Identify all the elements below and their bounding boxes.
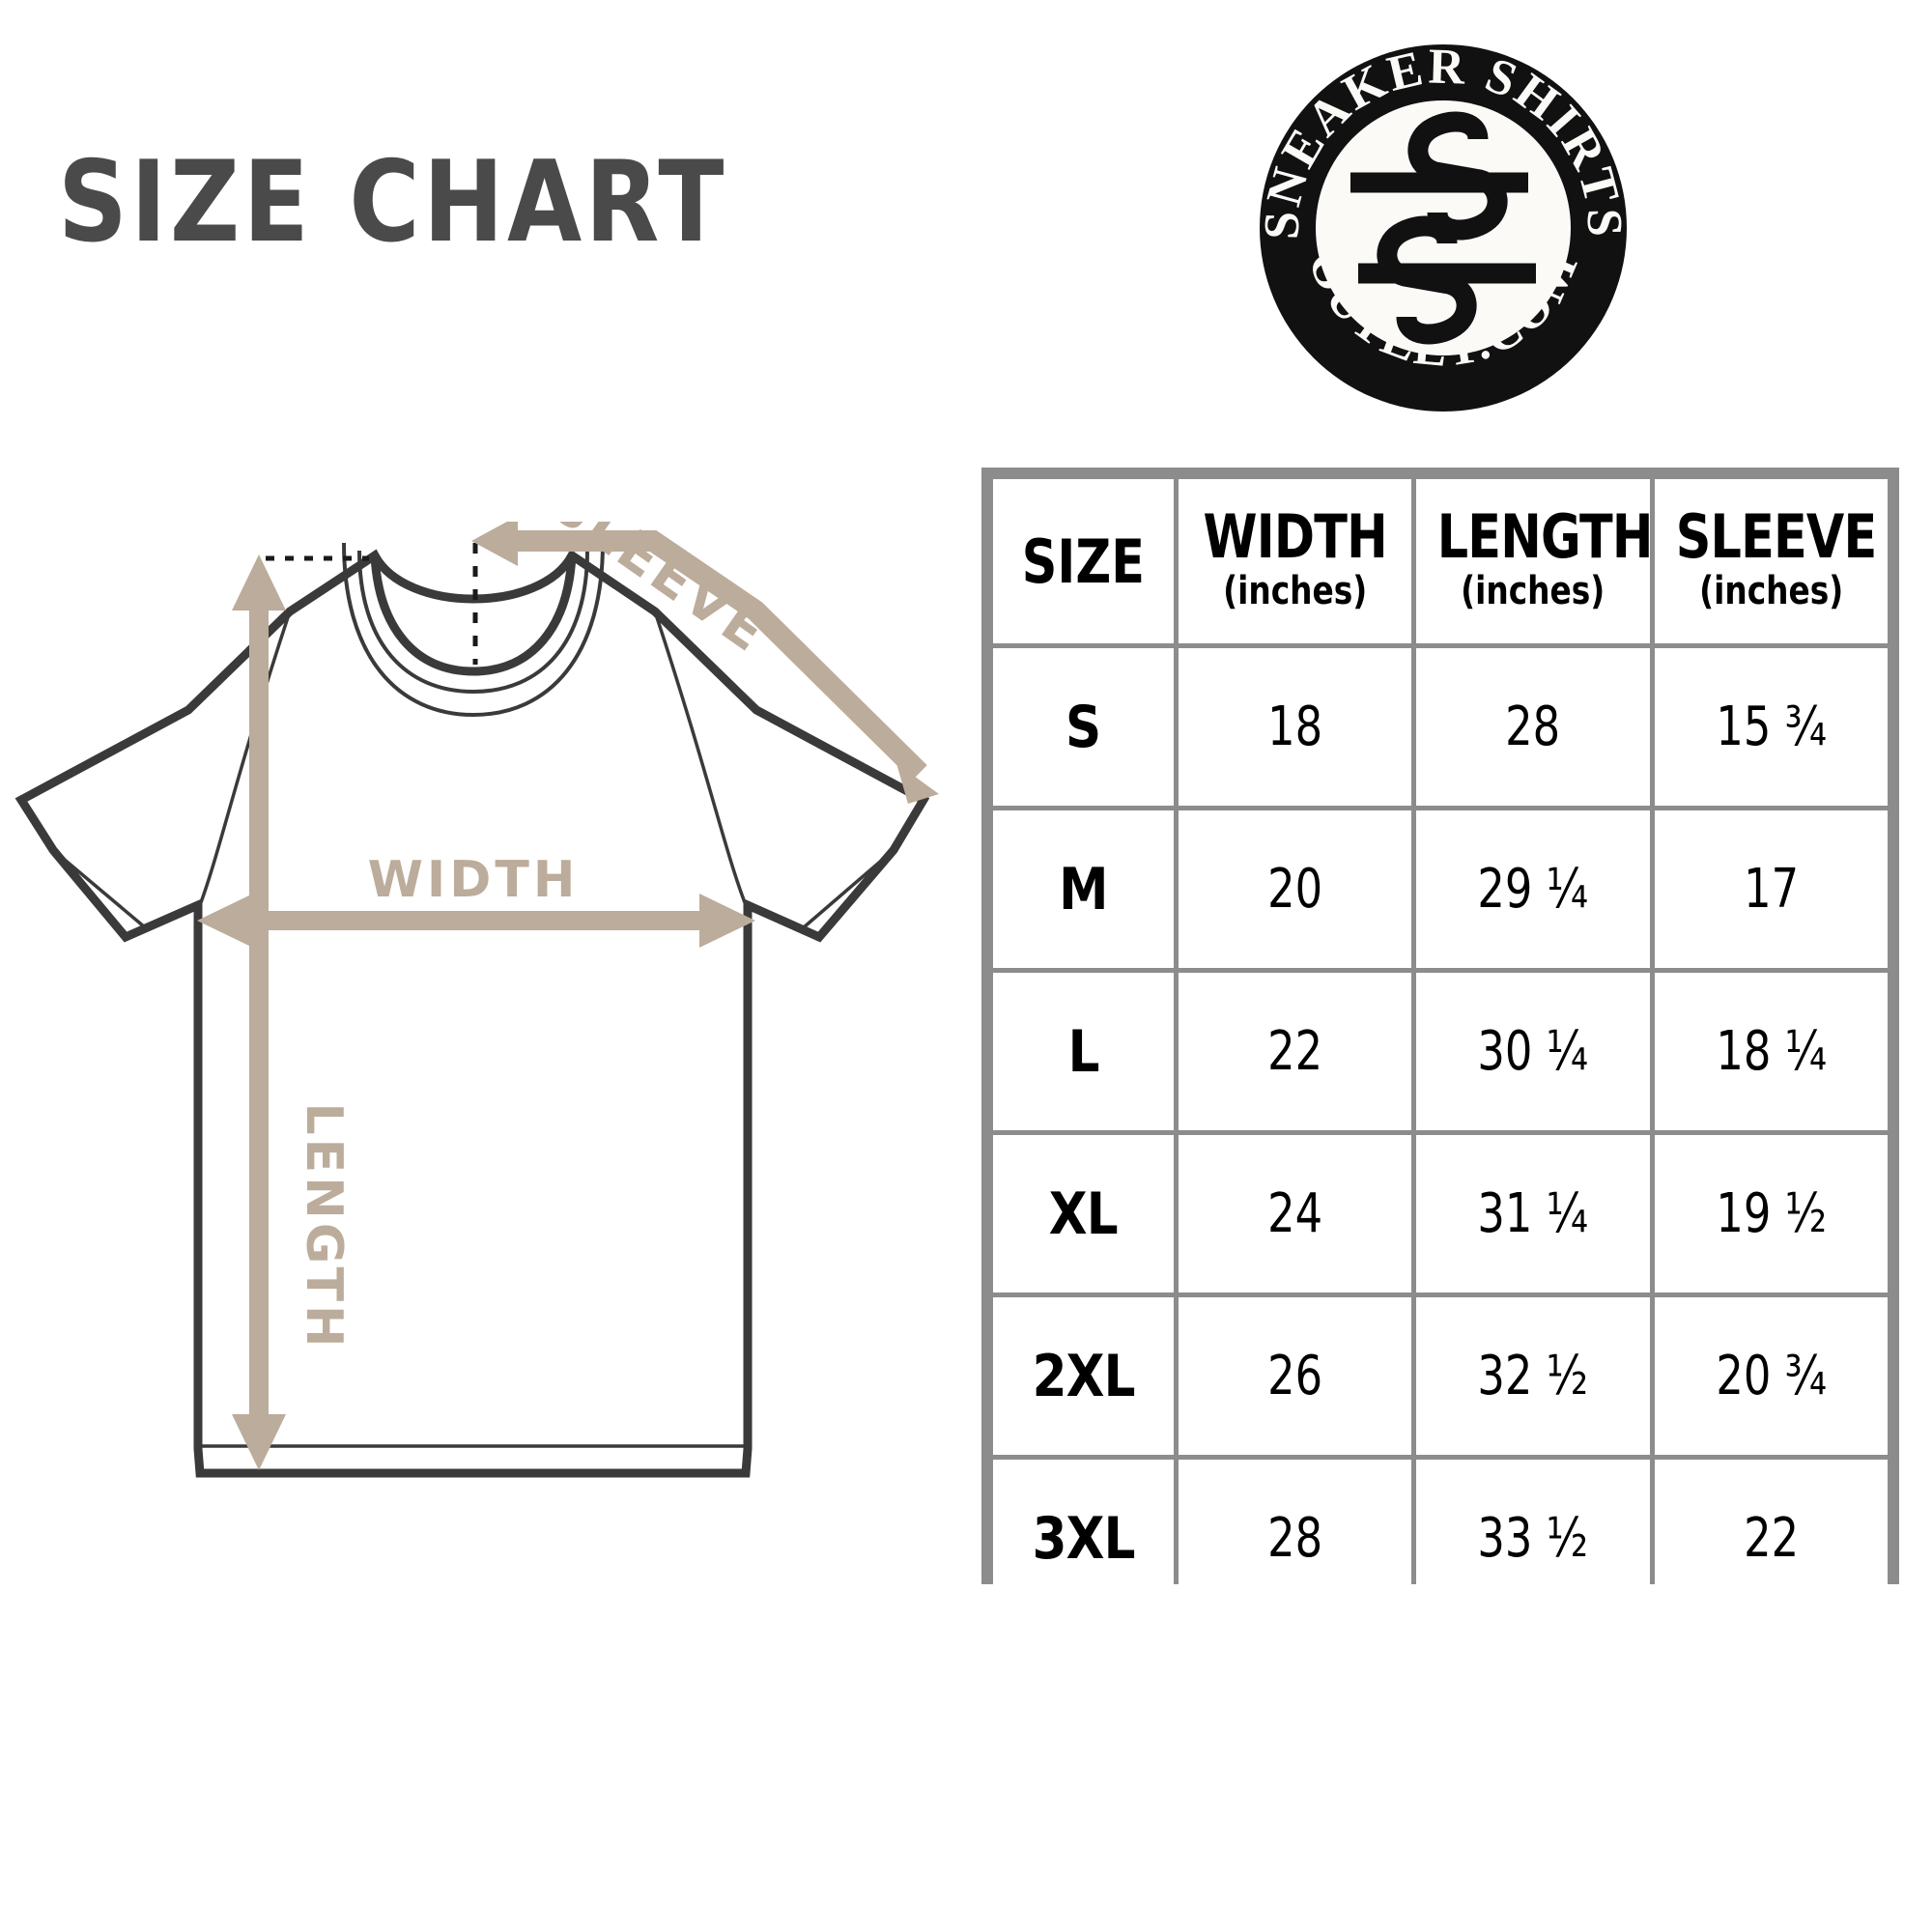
table-row: S 18 28 15 ¾ — [993, 648, 1888, 806]
cell-size-value: M — [1059, 855, 1108, 923]
cell-sleeve: 15 ¾ — [1654, 648, 1888, 806]
table-row: XL 24 31 ¼ 19 ½ — [993, 1135, 1888, 1293]
cell-length: 32 ½ — [1416, 1297, 1650, 1455]
cell-size-value: XL — [1048, 1179, 1119, 1248]
cell-size: L — [993, 973, 1174, 1130]
cell-sleeve-value: 17 — [1743, 858, 1799, 921]
cell-sleeve: 22 — [1654, 1460, 1888, 1617]
column-header-size: SIZE — [993, 479, 1174, 643]
cell-width: 18 — [1178, 648, 1412, 806]
cell-width-value: 22 — [1266, 1020, 1322, 1083]
column-header-length-unit: (inches) — [1461, 569, 1605, 613]
cell-sleeve-value: 18 ¼ — [1715, 1020, 1827, 1083]
cell-sleeve: 18 ¼ — [1654, 973, 1888, 1130]
column-header-sleeve-unit: (inches) — [1698, 569, 1843, 613]
cell-length-value: 33 ½ — [1477, 1507, 1589, 1570]
cell-size-value: 3XL — [1032, 1504, 1135, 1573]
cell-length: 31 ¼ — [1416, 1135, 1650, 1293]
length-arrow — [232, 554, 286, 1470]
column-header-sleeve-label: SLEEVE — [1675, 501, 1876, 572]
cell-sleeve-value: 22 — [1743, 1507, 1799, 1570]
cell-size: M — [993, 810, 1174, 968]
cell-length-value: 32 ½ — [1477, 1345, 1589, 1407]
cell-size: 3XL — [993, 1460, 1174, 1617]
column-header-width: WIDTH (inches) — [1178, 479, 1412, 643]
sleeve-arrow — [495, 530, 927, 781]
cell-width: 22 — [1178, 973, 1412, 1130]
cell-width: 20 — [1178, 810, 1412, 968]
cell-size-value: L — [1067, 1017, 1099, 1086]
cell-size-value: S — [1065, 693, 1101, 761]
cell-width-value: 28 — [1266, 1507, 1322, 1570]
cell-length-value: 28 — [1505, 696, 1561, 758]
cell-length: 30 ¼ — [1416, 973, 1650, 1130]
width-label: WIDTH — [368, 851, 580, 909]
size-chart-table: SIZE WIDTH (inches) LENGTH (inches) SLEE… — [981, 468, 1899, 1617]
table-row: M 20 29 ¼ 17 — [993, 810, 1888, 968]
cell-sleeve: 17 — [1654, 810, 1888, 968]
cell-sleeve: 20 ¾ — [1654, 1297, 1888, 1455]
table-header-row: SIZE WIDTH (inches) LENGTH (inches) SLEE… — [993, 479, 1888, 643]
cell-width: 24 — [1178, 1135, 1412, 1293]
page-title: SIZE CHART — [58, 137, 727, 268]
table-row: 3XL 28 33 ½ 22 — [993, 1460, 1888, 1617]
cell-width: 28 — [1178, 1460, 1412, 1617]
column-header-size-label: SIZE — [1021, 526, 1145, 597]
table-row: L 22 30 ¼ 18 ¼ — [993, 973, 1888, 1130]
cell-length: 33 ½ — [1416, 1460, 1650, 1617]
cell-width-value: 18 — [1266, 696, 1322, 758]
width-arrow — [197, 894, 755, 948]
sneaker-shirts-outlet-logo: SNEAKER SHIRTS OUTLET.COM — [1236, 21, 1650, 435]
cell-length-value: 30 ¼ — [1477, 1020, 1589, 1083]
cell-size: XL — [993, 1135, 1174, 1293]
cell-sleeve-value: 19 ½ — [1715, 1182, 1827, 1245]
cell-length-value: 29 ¼ — [1477, 858, 1589, 921]
table-row: 2XL 26 32 ½ 20 ¾ — [993, 1297, 1888, 1455]
cell-width-value: 24 — [1266, 1182, 1322, 1245]
cell-sleeve-value: 15 ¾ — [1715, 696, 1827, 758]
cell-size: 2XL — [993, 1297, 1174, 1455]
cell-sleeve: 19 ½ — [1654, 1135, 1888, 1293]
cell-width-value: 26 — [1266, 1345, 1322, 1407]
cell-length: 28 — [1416, 648, 1650, 806]
cell-width-value: 20 — [1266, 858, 1322, 921]
column-header-width-unit: (inches) — [1222, 569, 1368, 613]
tshirt-measurement-diagram: WIDTH LENGTH SLEEVE — [0, 522, 966, 1642]
column-header-length-label: LENGTH — [1436, 501, 1654, 572]
cell-size: S — [993, 648, 1174, 806]
column-header-length: LENGTH (inches) — [1416, 479, 1654, 643]
cell-size-value: 2XL — [1032, 1342, 1135, 1410]
column-header-width-label: WIDTH — [1203, 501, 1387, 572]
length-label: LENGTH — [295, 1103, 353, 1351]
cell-length-value: 31 ¼ — [1477, 1182, 1589, 1245]
cell-sleeve-value: 20 ¾ — [1715, 1345, 1827, 1407]
cell-length: 29 ¼ — [1416, 810, 1650, 968]
column-header-sleeve: SLEEVE (inches) — [1654, 479, 1888, 643]
cell-width: 26 — [1178, 1297, 1412, 1455]
